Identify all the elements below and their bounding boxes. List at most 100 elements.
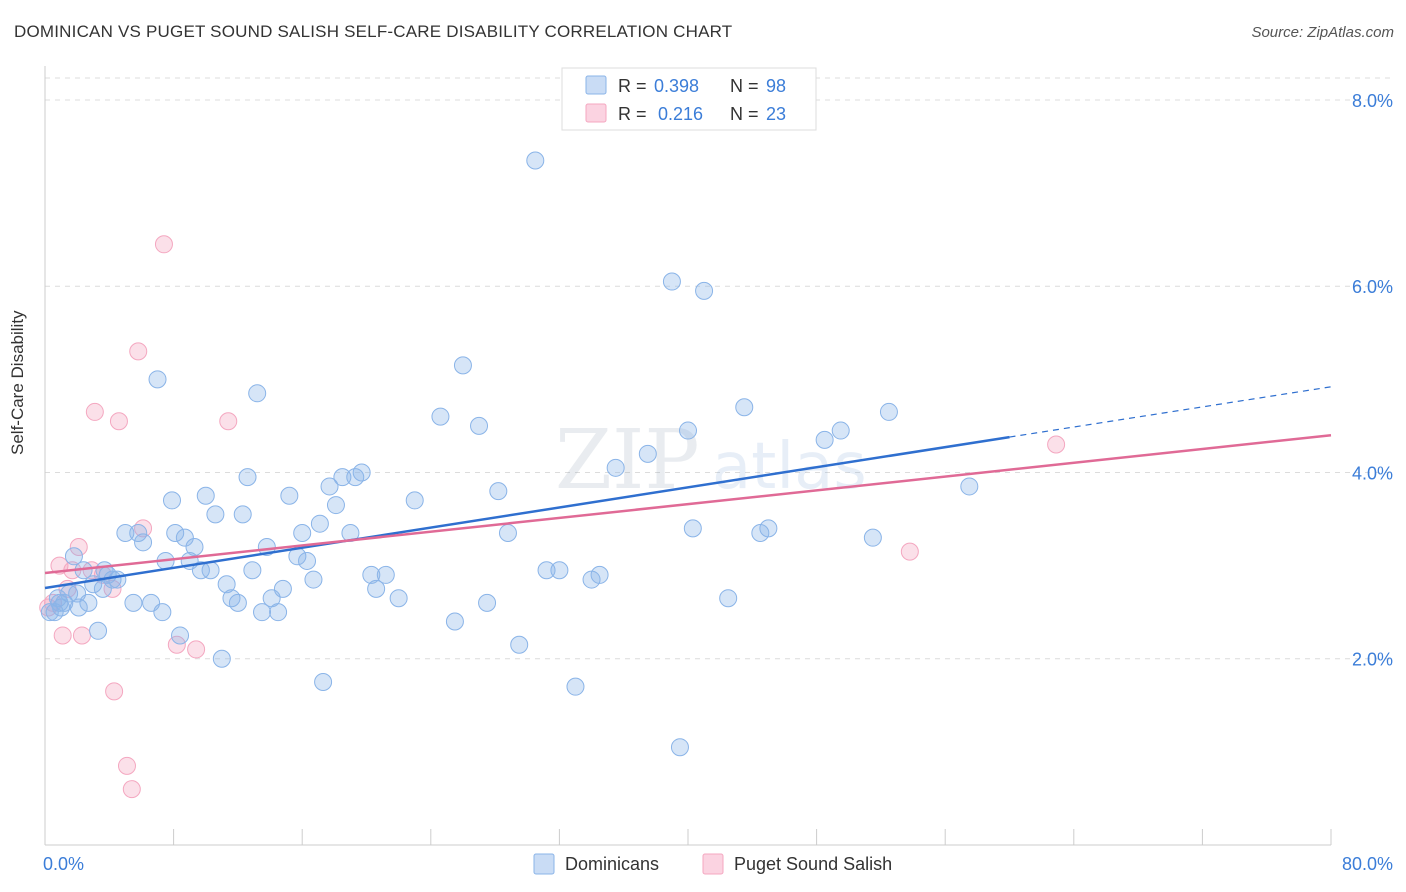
trend-line-puget-sound-salish: [44, 433, 1332, 575]
legend-n-value-2: 23: [766, 104, 786, 124]
y-tick-label: 2.0%: [1352, 650, 1393, 670]
point-dominicans: [470, 416, 489, 435]
point-dominicans: [498, 524, 517, 543]
point-dominicans: [228, 593, 247, 612]
point-dominicans: [273, 579, 292, 598]
point-dominicans: [69, 598, 88, 617]
point-dominicans: [257, 537, 276, 556]
point-dominicans: [304, 570, 323, 589]
watermark-atlas: atlas: [712, 430, 867, 504]
trend-line-dominicans-extension: [1009, 386, 1332, 438]
series-puget-sound-salish-points: [39, 235, 1066, 799]
point-dominicans: [606, 458, 625, 477]
point-dominicans: [52, 598, 71, 617]
point-dominicans: [162, 491, 181, 510]
point-dominicans: [269, 603, 288, 622]
chart-source: Source: ZipAtlas.com: [1251, 24, 1394, 41]
point-dominicans: [134, 533, 153, 552]
point-puget-sound-salish: [69, 537, 88, 556]
point-dominicans: [510, 635, 529, 654]
legend-r-value-2: 0.216: [658, 104, 703, 124]
point-dominicans: [222, 589, 241, 608]
point-dominicans: [863, 528, 882, 547]
point-dominicans: [314, 673, 333, 692]
point-dominicans: [298, 551, 317, 570]
point-dominicans: [217, 575, 236, 594]
point-dominicans: [191, 561, 210, 580]
series-dominicans-points: [40, 151, 979, 757]
point-dominicans: [759, 519, 778, 538]
point-dominicans: [526, 151, 545, 170]
legend-swatch-dominicans: [585, 75, 607, 95]
trend-line-dominicans: [44, 435, 1010, 590]
point-dominicans: [68, 584, 87, 603]
point-dominicans: [310, 514, 329, 533]
legend-n-label-1: N =: [730, 76, 759, 96]
point-dominicans: [431, 407, 450, 426]
point-dominicans: [879, 402, 898, 421]
x-tick-label-max: 80.0%: [1342, 854, 1393, 874]
legend-swatch-puget: [585, 103, 607, 123]
point-dominicans: [719, 589, 738, 608]
chart-title: DOMINICAN VS PUGET SOUND SALISH SELF-CAR…: [14, 22, 733, 41]
point-dominicans: [367, 579, 386, 598]
bottom-legend-label-puget: Puget Sound Salish: [734, 854, 892, 874]
point-puget-sound-salish: [129, 342, 148, 361]
point-dominicans: [153, 603, 172, 622]
point-dominicans: [238, 468, 257, 487]
point-dominicans: [831, 421, 850, 440]
point-dominicans: [695, 281, 714, 300]
point-dominicans: [333, 468, 352, 487]
point-dominicans: [326, 496, 345, 515]
correlation-legend: R = 0.398 N = 98 R = 0.216 N = 23: [561, 67, 817, 131]
point-puget-sound-salish: [72, 626, 91, 645]
point-dominicans: [566, 677, 585, 696]
point-dominicans: [445, 612, 464, 631]
axes: [44, 66, 1332, 846]
point-dominicans: [320, 477, 339, 496]
point-dominicans: [171, 626, 190, 645]
point-dominicans: [670, 738, 689, 757]
point-dominicans: [590, 565, 609, 584]
series-legend: Dominicans Puget Sound Salish: [533, 853, 892, 875]
point-puget-sound-salish: [109, 412, 128, 431]
point-puget-sound-salish: [85, 402, 104, 421]
y-tick-label: 6.0%: [1352, 277, 1393, 297]
watermark: ZIP atlas: [555, 413, 867, 508]
point-dominicans: [253, 603, 272, 622]
legend-r-value-1: 0.398: [654, 76, 699, 96]
legend-r-label-2: R =: [618, 104, 647, 124]
point-puget-sound-salish: [117, 756, 136, 775]
x-tick-label-min: 0.0%: [43, 854, 84, 874]
point-dominicans: [233, 505, 252, 524]
point-dominicans: [453, 356, 472, 375]
point-dominicans: [362, 565, 381, 584]
y-tick-label: 8.0%: [1352, 91, 1393, 111]
point-dominicans: [116, 524, 135, 543]
point-dominicans: [196, 486, 215, 505]
point-dominicans: [40, 603, 59, 622]
point-dominicans: [346, 468, 365, 487]
point-dominicans: [478, 593, 497, 612]
point-puget-sound-salish: [167, 635, 186, 654]
tick-labels: 2.0% 4.0% 6.0% 8.0% 0.0% 80.0%: [43, 91, 1393, 874]
point-dominicans: [166, 524, 185, 543]
point-puget-sound-salish: [53, 626, 72, 645]
point-puget-sound-salish: [122, 780, 141, 799]
point-dominicans: [405, 491, 424, 510]
point-dominicans: [89, 621, 108, 640]
bottom-legend-swatch-dominicans: [533, 853, 555, 875]
point-dominicans: [815, 430, 834, 449]
point-dominicans: [489, 482, 508, 501]
bottom-legend-swatch-puget: [702, 853, 724, 875]
point-dominicans: [389, 589, 408, 608]
point-dominicans: [638, 444, 657, 463]
point-dominicans: [48, 589, 67, 608]
point-puget-sound-salish: [219, 412, 238, 431]
legend-n-value-1: 98: [766, 76, 786, 96]
point-dominicans: [352, 463, 371, 482]
point-puget-sound-salish: [1047, 435, 1066, 454]
point-dominicans: [212, 649, 231, 668]
point-dominicans: [201, 561, 220, 580]
